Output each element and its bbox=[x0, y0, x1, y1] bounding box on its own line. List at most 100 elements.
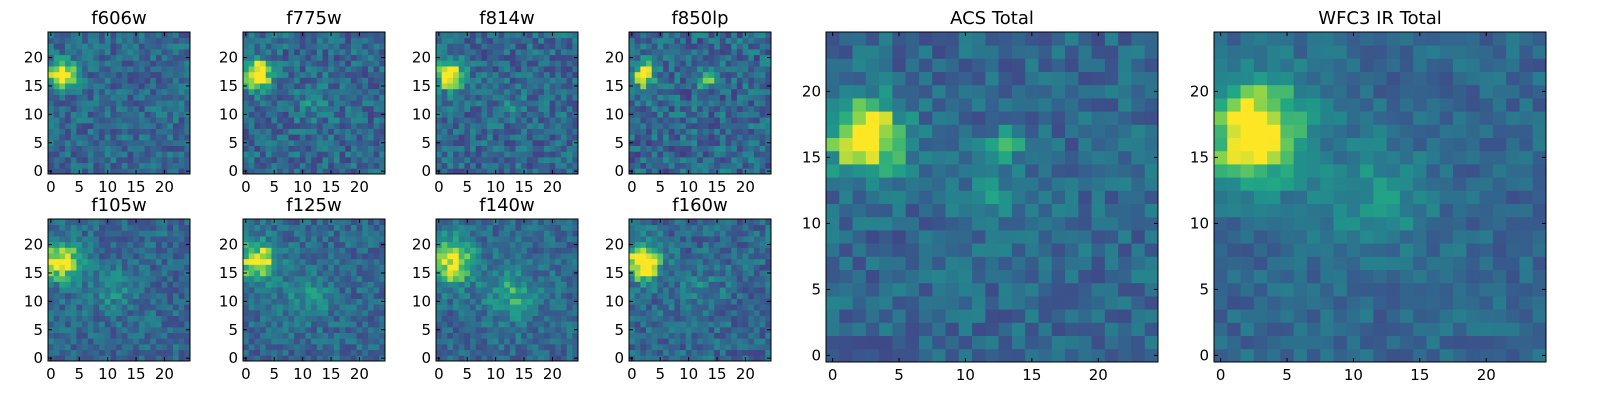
heatmap-cell bbox=[498, 145, 505, 152]
heatmap-cell bbox=[691, 77, 698, 84]
heatmap-cell bbox=[634, 156, 641, 164]
heatmap-cell bbox=[697, 83, 704, 90]
heatmap-cell bbox=[475, 151, 482, 158]
heatmap-cell bbox=[155, 100, 162, 107]
heatmap-cell bbox=[311, 281, 318, 288]
heatmap-cell bbox=[492, 111, 499, 118]
heatmap-cell bbox=[373, 258, 380, 265]
heatmap-cell bbox=[121, 304, 128, 311]
heatmap-cell bbox=[254, 134, 261, 141]
heatmap-cell bbox=[121, 287, 128, 294]
heatmap-cell bbox=[138, 77, 145, 84]
heatmap-cell bbox=[110, 54, 117, 61]
heatmap-cell bbox=[640, 66, 647, 73]
heatmap-cell bbox=[731, 321, 738, 328]
heatmap-cell bbox=[70, 258, 77, 265]
heatmap-cell bbox=[526, 54, 533, 61]
heatmap-cell bbox=[294, 321, 301, 328]
heatmap-cell bbox=[288, 145, 295, 152]
x-tick-label: 0 bbox=[627, 178, 637, 196]
heatmap-cell bbox=[736, 145, 743, 152]
heatmap-cell bbox=[356, 275, 363, 282]
heatmap-cell bbox=[70, 145, 77, 152]
heatmap-cell bbox=[87, 105, 94, 112]
heatmap-cell bbox=[277, 270, 284, 277]
heatmap-cell bbox=[59, 105, 66, 112]
heatmap-cell bbox=[161, 60, 168, 67]
heatmap-cell bbox=[53, 32, 60, 39]
heatmap-cell bbox=[685, 304, 692, 311]
heatmap-cell bbox=[243, 128, 250, 135]
heatmap-cell bbox=[322, 111, 329, 118]
heatmap-cell bbox=[367, 83, 375, 90]
heatmap-cell bbox=[436, 287, 443, 294]
heatmap-cell bbox=[99, 349, 106, 356]
heatmap-cell bbox=[470, 37, 477, 44]
heatmap-cell bbox=[481, 275, 488, 282]
axes-frame bbox=[242, 31, 386, 175]
heatmap-cell bbox=[538, 247, 545, 254]
heatmap-cell bbox=[59, 326, 66, 333]
heatmap-cell bbox=[748, 287, 755, 294]
heatmap-cell bbox=[560, 224, 568, 231]
heatmap-cell bbox=[367, 168, 375, 175]
heatmap-cell bbox=[260, 287, 267, 294]
heatmap-cell bbox=[110, 292, 117, 299]
heatmap-cell bbox=[487, 134, 494, 141]
heatmap-cell bbox=[668, 60, 675, 67]
heatmap-cell bbox=[333, 270, 340, 277]
heatmap-cell bbox=[492, 162, 499, 169]
heatmap-cell bbox=[759, 77, 766, 84]
heatmap-cell bbox=[719, 298, 726, 305]
heatmap-cell bbox=[254, 321, 261, 328]
heatmap-cell bbox=[515, 105, 522, 112]
heatmap-cell bbox=[646, 71, 653, 78]
heatmap-cell bbox=[657, 309, 664, 316]
heatmap-cell bbox=[99, 134, 106, 141]
heatmap-cell bbox=[646, 105, 653, 112]
heatmap-cell bbox=[87, 315, 94, 322]
heatmap-cell bbox=[453, 134, 460, 141]
heatmap-cell bbox=[498, 230, 505, 237]
heatmap-cell bbox=[759, 355, 766, 362]
heatmap-cell bbox=[133, 162, 140, 169]
heatmap-cell bbox=[634, 292, 641, 299]
heatmap-cell bbox=[133, 224, 140, 231]
heatmap-cell bbox=[714, 338, 721, 345]
heatmap-cell bbox=[316, 230, 323, 237]
heatmap-cell bbox=[305, 281, 312, 288]
heatmap-cell bbox=[742, 134, 749, 141]
heatmap-cell bbox=[447, 332, 454, 339]
heatmap-cell bbox=[362, 43, 369, 50]
heatmap-cell bbox=[65, 162, 72, 169]
heatmap-cell bbox=[634, 355, 641, 362]
heatmap-cell bbox=[481, 100, 488, 107]
heatmap-cell bbox=[167, 54, 174, 61]
heatmap-cell bbox=[753, 162, 761, 169]
heatmap-cell bbox=[116, 326, 123, 333]
heatmap-cell bbox=[521, 60, 528, 67]
heatmap-cell bbox=[543, 162, 550, 169]
heatmap-cell bbox=[640, 54, 647, 61]
heatmap-cell bbox=[651, 349, 658, 356]
heatmap-cell bbox=[254, 247, 261, 254]
heatmap-cell bbox=[549, 275, 556, 282]
heatmap-cell bbox=[742, 49, 749, 56]
heatmap-cell bbox=[322, 258, 329, 265]
heatmap-cell bbox=[138, 241, 145, 248]
heatmap-cell bbox=[70, 32, 77, 39]
heatmap-cell bbox=[532, 355, 539, 362]
heatmap-cell bbox=[322, 43, 329, 50]
heatmap-cell bbox=[538, 264, 545, 271]
heatmap-cell bbox=[345, 281, 352, 288]
heatmap-cell bbox=[691, 83, 698, 90]
heatmap-cell bbox=[538, 88, 545, 95]
heatmap-cell bbox=[487, 94, 494, 101]
heatmap-cell bbox=[362, 230, 369, 237]
heatmap-cell bbox=[492, 224, 499, 231]
heatmap-cell bbox=[104, 37, 111, 44]
heatmap-cell bbox=[133, 37, 140, 44]
heatmap-cell bbox=[282, 100, 289, 107]
heatmap-cell bbox=[436, 162, 443, 169]
heatmap-cell bbox=[161, 309, 168, 316]
